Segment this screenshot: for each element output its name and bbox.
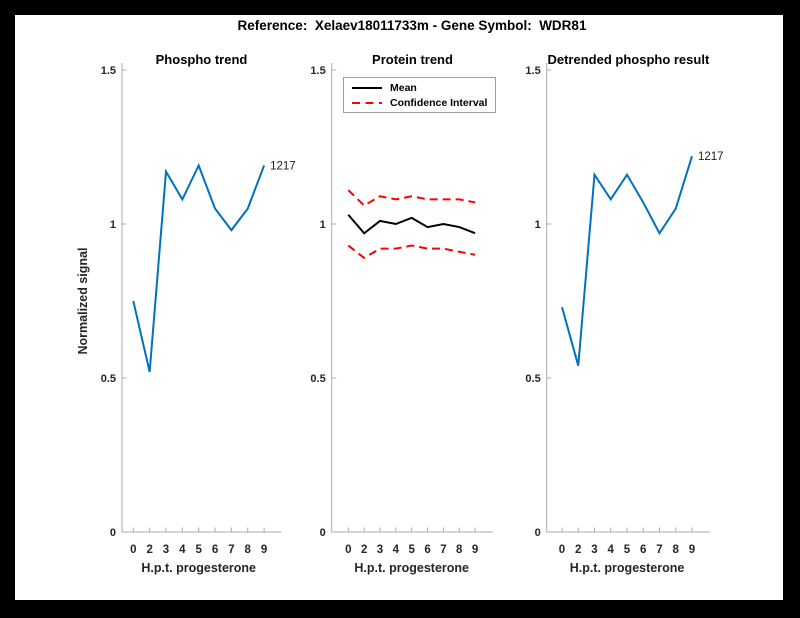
axes-0 [121, 63, 281, 533]
legend: Mean Confidence Interval [343, 77, 496, 113]
x-tick-label-1-1: 2 [361, 544, 367, 556]
y-tick-label-1-2: 1 [320, 219, 326, 231]
y-tick-label-2-1: 0.5 [525, 373, 540, 385]
y-tick-label-2-2: 1 [535, 219, 541, 231]
x-tick-label-0-4: 5 [195, 544, 202, 556]
figure-canvas: Reference: Xelaev18011733m - Gene Symbol… [15, 15, 783, 600]
y-tick-label-0-0: 0 [110, 527, 116, 539]
subplot-title-detrended-phospho: Detrended phospho result [547, 52, 710, 67]
legend-label-mean: Mean [390, 81, 417, 94]
y-tick-label-0-1: 0.5 [101, 373, 116, 385]
x-tick-label-2-1: 2 [575, 544, 581, 556]
x-tick-label-1-5: 6 [424, 544, 430, 556]
y-tick-label-0-2: 1 [110, 219, 116, 231]
x-tick-label-0-8: 9 [261, 544, 267, 556]
x-tick-label-1-4: 5 [408, 544, 415, 556]
y-tick-label-2-0: 0 [535, 527, 541, 539]
y-tick-label-1-0: 0 [320, 527, 326, 539]
x-tick-label-2-0: 0 [559, 544, 565, 556]
legend-entry-confidence-interval: Confidence Interval [351, 97, 495, 109]
series-line-1-1 [347, 189, 476, 207]
x-tick-label-0-6: 7 [228, 544, 234, 556]
x-tick-label-0-3: 4 [179, 544, 186, 556]
charts-canvas: 00.511.50 2 3 4 5 6 7 8 9H.p.t. progesterone1217… [101, 63, 724, 575]
x-axis-label-2: H.p.t. progesterone [570, 561, 685, 575]
axes-2 [546, 63, 710, 533]
y-tick-label-1-3: 1.5 [310, 65, 325, 77]
x-tick-label-2-3: 4 [608, 544, 615, 556]
series-line-1-2 [347, 244, 476, 260]
x-tick-label-2-4: 5 [624, 544, 631, 556]
legend-ci-line-sample [352, 101, 382, 104]
x-tick-label-0-1: 2 [146, 544, 152, 556]
subplot-title-protein-trend: Protein trend [372, 52, 453, 67]
x-tick-label-2-6: 7 [656, 544, 662, 556]
legend-entry-mean: Mean [351, 82, 495, 94]
x-axis-label-1: H.p.t. progesterone [354, 561, 469, 575]
endpoint-label-0: 1217 [270, 160, 296, 172]
y-tick-label-0-3: 1.5 [101, 65, 116, 77]
x-tick-label-2-8: 9 [689, 544, 695, 556]
x-tick-label-0-0: 0 [130, 544, 136, 556]
x-tick-label-1-0: 0 [345, 544, 351, 556]
series-line-2-0 [561, 155, 693, 366]
figure-title: Reference: Xelaev18011733m - Gene Symbol… [237, 18, 587, 33]
series-line-1-0 [347, 214, 476, 235]
y-tick-label-2-3: 1.5 [525, 65, 540, 77]
legend-label-confidence-interval: Confidence Interval [390, 96, 488, 109]
x-tick-label-2-7: 8 [673, 544, 680, 556]
y-tick-label-1-1: 0.5 [310, 373, 325, 385]
subplot-title-phospho-trend: Phospho trend [155, 52, 248, 67]
x-tick-label-0-5: 6 [212, 544, 218, 556]
x-tick-label-1-7: 8 [456, 544, 463, 556]
x-tick-label-1-6: 7 [440, 544, 446, 556]
x-tick-label-2-2: 3 [591, 544, 597, 556]
x-tick-label-0-7: 8 [245, 544, 252, 556]
x-tick-label-1-3: 4 [393, 544, 400, 556]
endpoint-label-2: 1217 [698, 151, 724, 163]
x-axis-label-0: H.p.t. progesterone [141, 561, 256, 575]
x-tick-label-0-2: 3 [163, 544, 169, 556]
x-tick-label-1-2: 3 [377, 544, 383, 556]
x-tick-label-1-8: 9 [472, 544, 478, 556]
legend-mean-line-sample [352, 86, 382, 89]
x-tick-label-2-5: 6 [640, 544, 646, 556]
axes-1 [331, 63, 494, 533]
series-line-0-0 [132, 162, 266, 373]
